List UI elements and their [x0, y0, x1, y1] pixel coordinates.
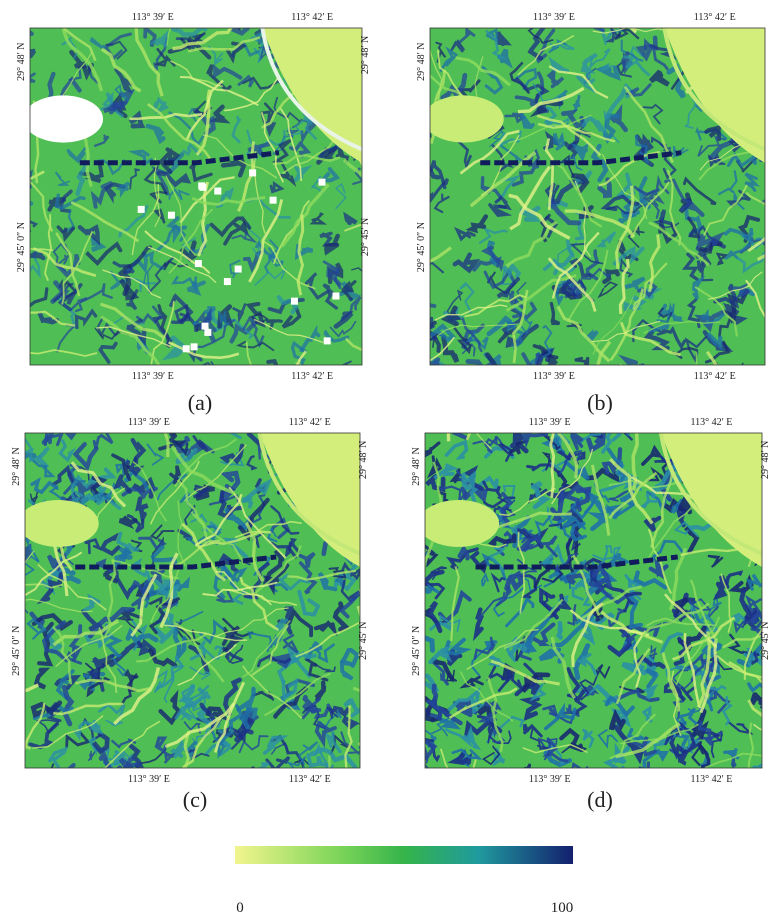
lake — [418, 500, 499, 547]
bottom-coord: 113° 42′ E — [291, 371, 333, 382]
lake — [423, 95, 503, 142]
right-coord: 29° 48′ N — [360, 36, 371, 74]
right-coord: 29° 48′ N — [358, 441, 369, 479]
no-data — [138, 206, 145, 213]
colorbar — [235, 846, 573, 864]
no-data — [332, 292, 339, 299]
left-coord: 29° 45′ 0″ N — [411, 626, 422, 676]
panel-label: (d) — [587, 787, 613, 812]
terrain — [10, 172, 32, 188]
no-data — [324, 337, 331, 344]
no-data — [168, 212, 175, 219]
terrain — [559, 623, 561, 637]
no-data — [183, 345, 190, 352]
top-coord: 113° 39′ E — [128, 417, 170, 428]
terrain — [464, 475, 473, 488]
terrain — [31, 254, 43, 259]
valley — [643, 369, 689, 441]
terrain — [232, 18, 247, 33]
left-coord: 29° 45′ 0″ N — [16, 222, 27, 272]
top-coord: 113° 42′ E — [291, 12, 333, 23]
top-coord: 113° 39′ E — [132, 12, 174, 23]
terrain — [359, 607, 370, 613]
no-data — [224, 278, 231, 285]
no-data — [198, 182, 205, 189]
terrain — [476, 610, 481, 635]
terrain — [597, 9, 614, 30]
lake — [23, 95, 103, 142]
top-coord: 113° 42′ E — [289, 417, 331, 428]
top-coord: 113° 39′ E — [529, 417, 571, 428]
map-0 — [0, 0, 416, 430]
left-coord: 29° 48′ N — [416, 42, 427, 80]
no-data — [204, 329, 211, 336]
terrain — [16, 22, 32, 34]
no-data — [195, 260, 202, 267]
left-coord: 29° 45′ 0″ N — [416, 222, 427, 272]
terrain — [58, 765, 73, 790]
map-2 — [0, 378, 408, 822]
lake — [18, 500, 98, 547]
no-data — [249, 169, 256, 176]
left-coord: 29° 48′ N — [411, 447, 422, 485]
bottom-coord: 113° 39′ E — [529, 774, 571, 785]
terrain — [360, 731, 376, 750]
figure: 0 100 113° 39′ E 113° 42′ E 113° 39′ E 113°… — [0, 0, 770, 918]
left-coord: 29° 48′ N — [16, 42, 27, 80]
right-coord: 29° 45′ N — [360, 218, 371, 256]
bottom-coord: 113° 39′ E — [533, 371, 575, 382]
no-data — [202, 323, 209, 330]
top-coord: 113° 42′ E — [690, 417, 732, 428]
terrain — [762, 702, 769, 707]
no-data — [191, 343, 198, 350]
no-data — [270, 197, 277, 204]
bottom-coord: 113° 39′ E — [132, 371, 174, 382]
valley — [359, 699, 403, 745]
map-3 — [401, 369, 770, 836]
bottom-coord: 113° 42′ E — [694, 371, 736, 382]
top-coord: 113° 39′ E — [533, 12, 575, 23]
valley — [353, 688, 408, 749]
panel-label: (c) — [183, 787, 207, 812]
valley — [472, 759, 485, 836]
terrain — [411, 554, 426, 568]
terrain — [12, 189, 31, 203]
bottom-coord: 113° 42′ E — [289, 774, 331, 785]
terrain — [234, 768, 254, 791]
bottom-coord: 113° 39′ E — [128, 774, 170, 785]
left-coord: 29° 45′ 0″ N — [11, 626, 22, 676]
no-data — [318, 179, 325, 186]
valley — [467, 373, 487, 440]
valley — [361, 336, 431, 360]
terrain — [239, 12, 251, 29]
bottom-coord: 113° 42′ E — [690, 774, 732, 785]
right-coord: 29° 45′ N — [760, 621, 770, 659]
right-coord: 29° 45′ N — [358, 621, 369, 659]
no-data — [214, 188, 221, 195]
colorbar-min: 0 — [236, 900, 244, 916]
left-coord: 29° 48′ N — [11, 447, 22, 485]
valley — [448, 369, 464, 441]
panel-label: (b) — [587, 390, 613, 415]
terrain — [752, 695, 766, 706]
right-coord: 29° 48′ N — [760, 441, 770, 479]
top-coord: 113° 42′ E — [694, 12, 736, 23]
colorbar-max: 100 — [551, 900, 574, 916]
no-data — [235, 266, 242, 273]
terrain — [624, 408, 640, 435]
no-data — [291, 298, 298, 305]
panel-label: (a) — [188, 390, 212, 415]
